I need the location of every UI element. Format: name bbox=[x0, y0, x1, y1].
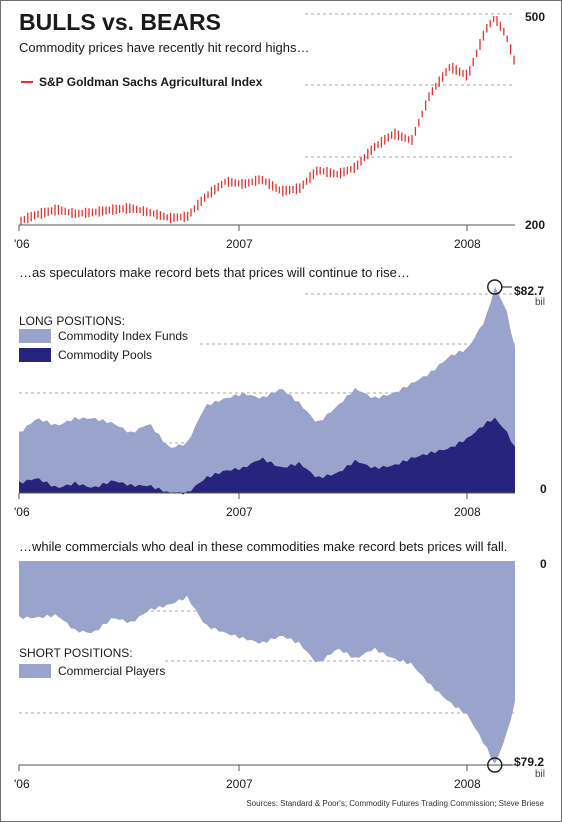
panel3-commercial-area bbox=[19, 561, 515, 764]
panel2-xlabel-06: '06 bbox=[14, 505, 30, 519]
panel1-xlabel-06: '06 bbox=[14, 237, 30, 251]
panel1-ylabel-200: 200 bbox=[525, 218, 545, 232]
panel2-legend-title: LONG POSITIONS: bbox=[19, 314, 125, 328]
panel1-xlabel-2007: 2007 bbox=[226, 237, 253, 251]
panel3-legend-label: Commercial Players bbox=[58, 664, 165, 678]
panel2-peak-unit: bil bbox=[535, 297, 545, 308]
panel2-pools-area bbox=[19, 417, 515, 495]
panel2-ylabel-0: 0 bbox=[540, 482, 547, 496]
panel3-peak-unit: bil bbox=[535, 769, 545, 780]
source-note: Sources: Standard & Poor's; Commodity Fu… bbox=[246, 799, 544, 808]
panel3-xlabel-2007: 2007 bbox=[226, 777, 253, 791]
panel3-legend-title: SHORT POSITIONS: bbox=[19, 646, 133, 660]
panel2-index-funds-area bbox=[19, 286, 515, 493]
panel2-xlabel-2008: 2008 bbox=[454, 505, 481, 519]
panel3-legend-swatch bbox=[19, 664, 51, 678]
panel2-legend-swatch-pools bbox=[19, 348, 51, 362]
panel3-peak-label: $79.2 bbox=[514, 755, 544, 769]
panel1-ylabel-500: 500 bbox=[525, 10, 545, 24]
panel2-legend-pools: Commodity Pools bbox=[58, 348, 152, 362]
panel2-xlabel-2007: 2007 bbox=[226, 505, 253, 519]
panel2-legend-funds: Commodity Index Funds bbox=[58, 329, 188, 343]
panel1-price-bars bbox=[20, 16, 515, 225]
panel3-ylabel-0: 0 bbox=[540, 557, 547, 571]
panel2-peak-label: $82.7 bbox=[514, 284, 544, 298]
panel1-legend-label: S&P Goldman Sachs Agricultural Index bbox=[39, 75, 263, 89]
panel2-subtitle: …as speculators make record bets that pr… bbox=[19, 265, 410, 280]
panel3-xlabel-06: '06 bbox=[14, 777, 30, 791]
chart-title: BULLS vs. BEARS bbox=[19, 9, 221, 35]
panel1-xlabel-2008: 2008 bbox=[454, 237, 481, 251]
panel3-xlabel-2008: 2008 bbox=[454, 777, 481, 791]
panel2-legend-swatch-funds bbox=[19, 329, 51, 343]
panel3-subtitle: …while commercials who deal in these com… bbox=[19, 539, 507, 554]
panel1-subtitle: Commodity prices have recently hit recor… bbox=[19, 40, 309, 55]
